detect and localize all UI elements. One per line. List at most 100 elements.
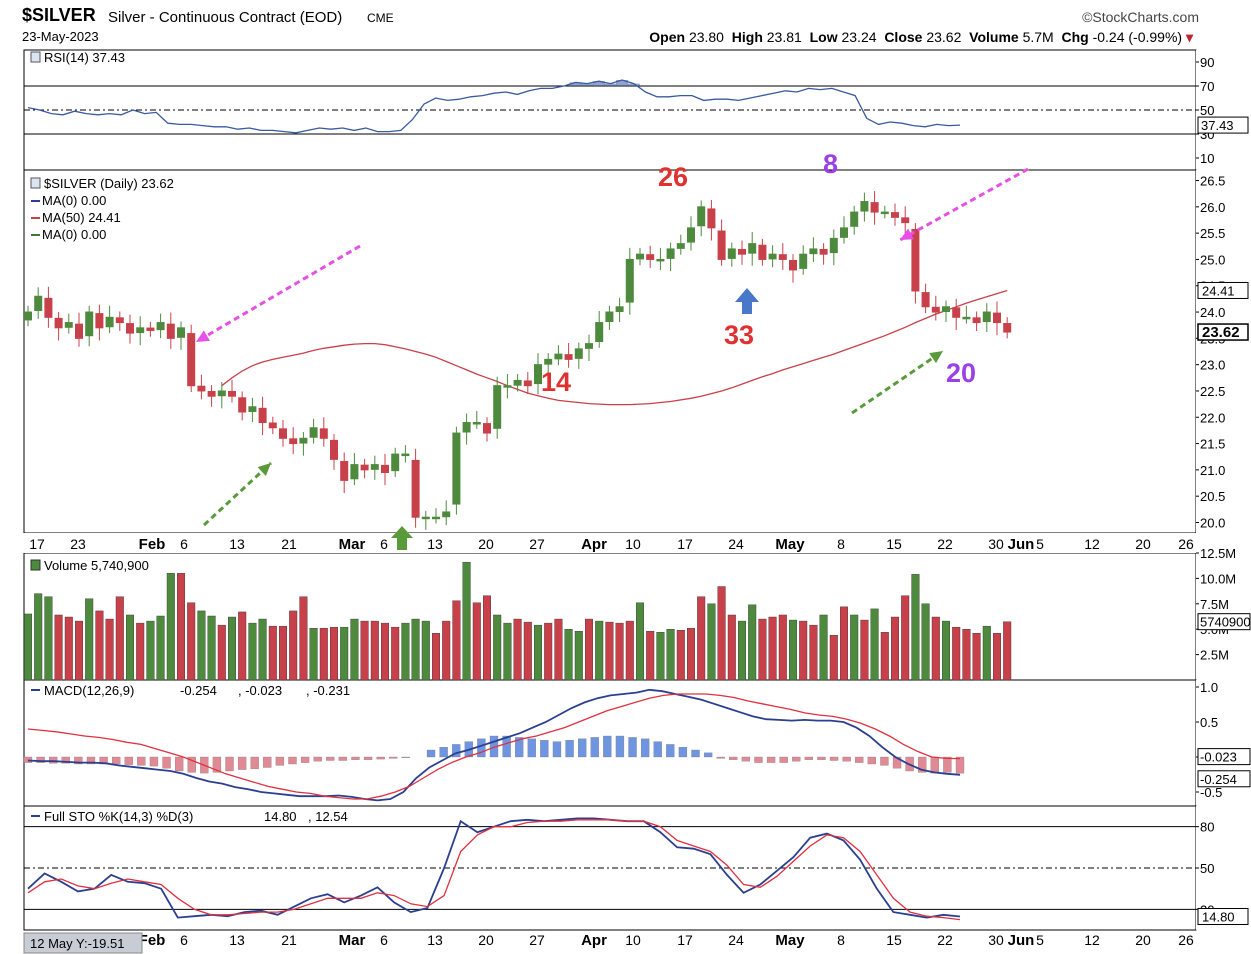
x-tick-label: Mar: [339, 932, 366, 949]
candle-body: [483, 423, 491, 434]
candle-body: [656, 258, 665, 262]
volume-bar: [207, 615, 216, 681]
candle-body: [921, 292, 930, 308]
candle-body: [115, 317, 124, 324]
macd-histogram-bar: [174, 756, 184, 772]
macd-histogram-bar: [263, 756, 272, 768]
macd-histogram-bar: [351, 756, 360, 760]
volume-bar: [258, 618, 267, 681]
macd-value-tag: [1197, 770, 1251, 788]
volume-bar: [931, 616, 940, 681]
volume-bar: [330, 626, 339, 681]
volume-bar: [309, 627, 318, 681]
candle-body: [554, 353, 563, 360]
x-tick-label: 15: [886, 536, 902, 552]
volume-bar: [911, 574, 920, 681]
volume-bar: [360, 620, 369, 681]
x-tick-label: 22: [937, 536, 953, 552]
macd-tick-label: 0.5: [1200, 715, 1218, 730]
sto-d-line: [27, 819, 961, 921]
candle-body: [44, 297, 53, 318]
candle-body: [248, 406, 257, 412]
volume-tick-label: 12.5M: [1200, 546, 1236, 561]
macd-histogram-bar: [250, 756, 259, 770]
macd-value-tag-label: -0.254: [1200, 772, 1237, 787]
volume-bar: [340, 626, 349, 681]
volume-bar: [697, 596, 706, 681]
brand-logo[interactable]: ©StockCharts.com: [1082, 9, 1199, 25]
macd-histogram-bar: [955, 756, 965, 774]
volume-bar: [615, 622, 624, 681]
macd-tick-label: 1.0: [1200, 680, 1218, 695]
volume-bar: [462, 561, 471, 681]
macd-histogram-bar: [225, 756, 234, 772]
candle-body: [64, 322, 73, 328]
candle-body: [85, 311, 94, 337]
macd-value-tag-label: -0.023: [1200, 750, 1237, 765]
candle-body: [299, 437, 308, 444]
candle-body: [860, 201, 869, 212]
candle-body: [462, 422, 471, 433]
candle-body: [982, 311, 991, 323]
candle-body: [574, 348, 583, 359]
volume-bar: [778, 614, 787, 681]
volume-bar: [493, 614, 502, 681]
candle-body: [442, 511, 451, 518]
volume-bar: [350, 618, 359, 681]
macd-histogram-bar: [23, 756, 33, 763]
candle-body: [258, 407, 267, 424]
candle-body: [452, 432, 461, 505]
volume-bar: [503, 622, 512, 681]
volume-bar: [636, 602, 645, 681]
volume-bar: [268, 625, 277, 681]
x-tick-label: 20: [1135, 536, 1151, 552]
volume-bar: [483, 595, 492, 681]
price-tick-label: 26.5: [1200, 174, 1225, 189]
volume-bar: [432, 633, 441, 681]
sto-k-legend-value: 14.80: [264, 809, 297, 824]
x-tick-label: 20: [478, 932, 494, 948]
volume-bar: [717, 586, 726, 681]
volume-bar: [74, 620, 83, 681]
x-tick-label: 12: [1084, 536, 1100, 552]
macd-histogram-bar: [615, 735, 625, 758]
rsi-tick-label: 50: [1200, 103, 1214, 118]
candle-body: [95, 313, 104, 329]
low-label: Low: [809, 29, 838, 45]
macd-histogram-bar: [855, 756, 864, 763]
macd-hist-legend-value: , -0.231: [306, 683, 350, 698]
candle-body: [962, 316, 971, 320]
x-tick-label: 13: [229, 932, 245, 948]
macd-histogram-bar: [401, 756, 410, 758]
candle-body: [75, 323, 83, 339]
symbol-description: Silver - Continuous Contract (EOD): [108, 9, 343, 26]
macd-histogram-bar: [313, 756, 322, 762]
volume-bar: [401, 622, 410, 681]
sto-legend-label: Full STO %K(14,3) %D(3): [44, 809, 193, 824]
green-arrow: [202, 461, 273, 527]
macd-histogram-bar: [237, 756, 247, 770]
volume-bar: [676, 630, 685, 681]
volume-bar: [993, 633, 1002, 681]
x-tick-label: 24: [728, 536, 744, 552]
green-up-arrow-icon: [391, 526, 413, 550]
volume-bar: [534, 624, 543, 681]
magenta-arrow-head: [196, 330, 210, 342]
macd-histogram-bar: [540, 740, 549, 758]
price-tick-label: 24.0: [1200, 305, 1225, 320]
candle-body: [1003, 323, 1012, 333]
volume-bar: [156, 615, 165, 681]
price-legend: $SILVER (Daily) 23.62: [44, 176, 174, 191]
x-tick-label: Jun: [1008, 536, 1035, 553]
volume-bar: [799, 620, 808, 681]
volume-bar: [452, 600, 461, 681]
price-tick-label: 22.5: [1200, 384, 1225, 399]
candle-body: [901, 217, 910, 224]
xaxis-band: [0, 533, 1251, 553]
candle-body: [370, 464, 379, 470]
macd-histogram-bar: [527, 738, 536, 758]
candle-body: [54, 317, 63, 329]
candle-body: [24, 311, 32, 321]
x-tick-label: 27: [529, 932, 545, 948]
